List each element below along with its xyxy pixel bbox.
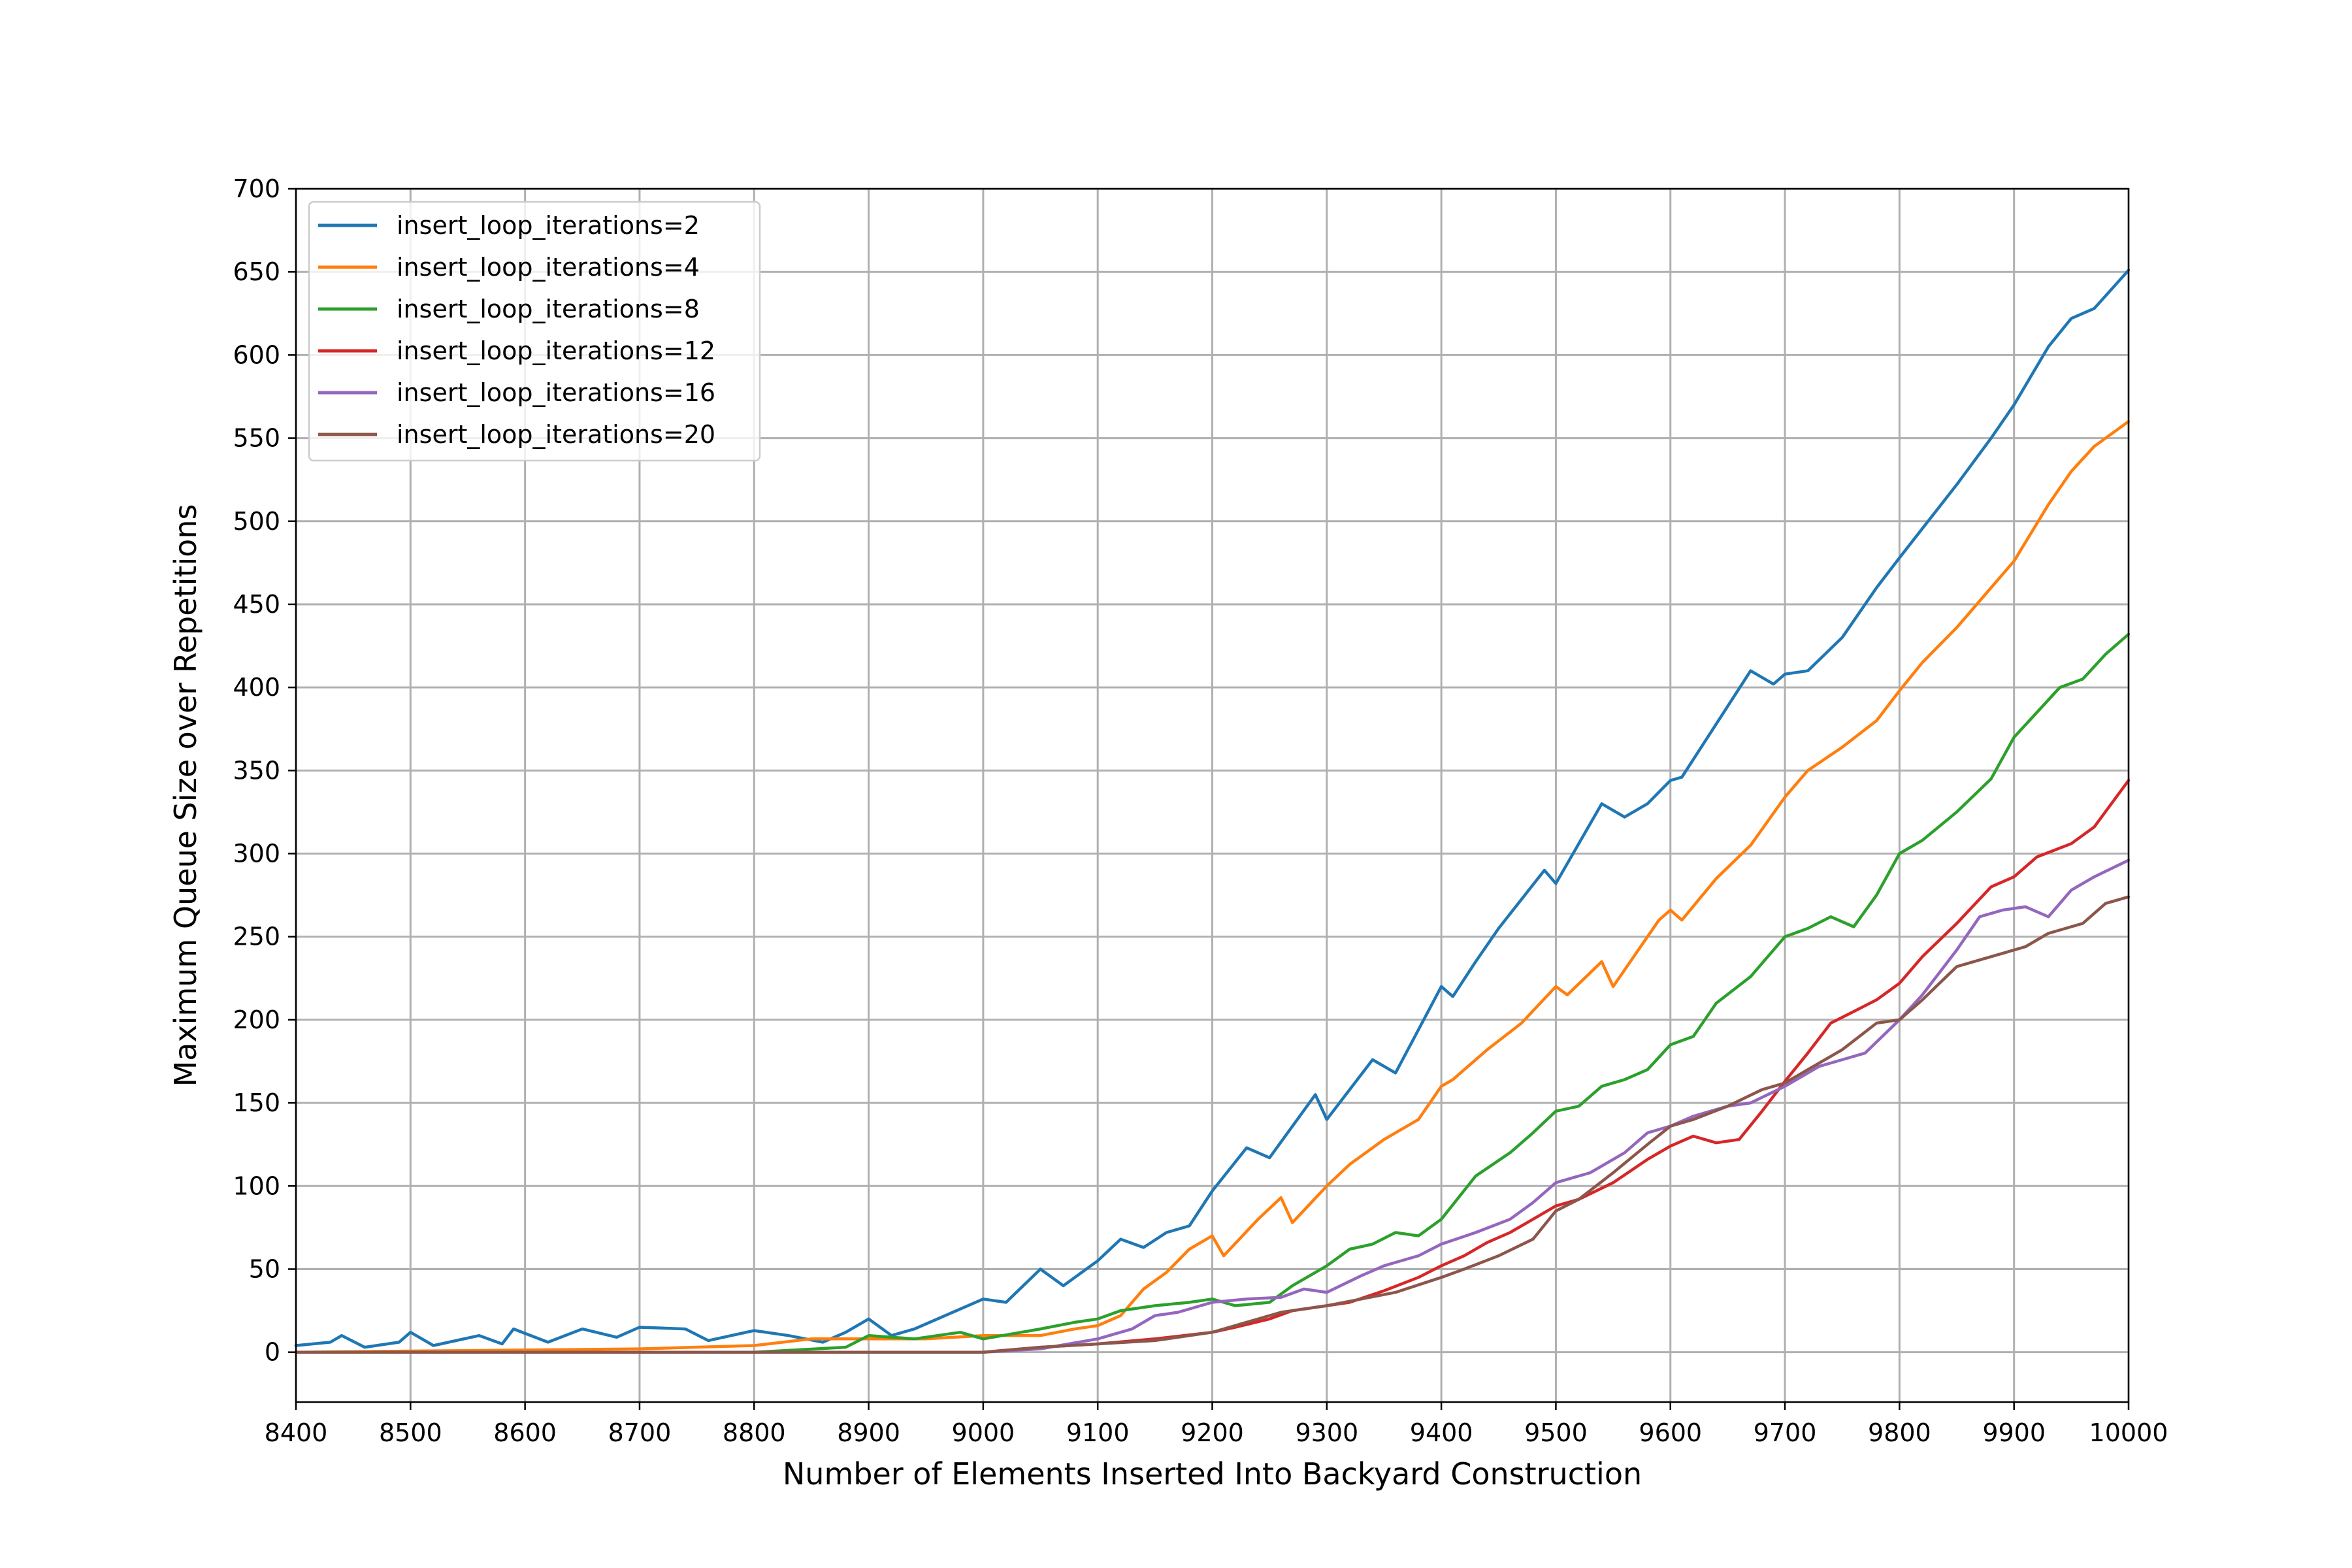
y-axis-label: Maximum Queue Size over Repetitions bbox=[168, 504, 203, 1087]
legend-label: insert_loop_iterations=20 bbox=[397, 420, 715, 449]
y-tick-label: 350 bbox=[233, 756, 280, 785]
legend: insert_loop_iterations=2 insert_loop_iter… bbox=[308, 201, 761, 462]
series-line-3 bbox=[294, 632, 2131, 1354]
series-line-5 bbox=[294, 858, 2131, 1354]
x-axis-label: Number of Elements Inserted Into Backyar… bbox=[783, 1456, 1642, 1492]
y-tick-label: 0 bbox=[265, 1338, 280, 1367]
legend-label: insert_loop_iterations=16 bbox=[397, 378, 715, 407]
x-tick-label: 8900 bbox=[837, 1418, 900, 1447]
y-tick-label: 50 bbox=[249, 1254, 280, 1283]
x-tick-label: 9700 bbox=[1754, 1418, 1817, 1447]
x-tick-label: 8400 bbox=[265, 1418, 328, 1447]
y-tick-label: 200 bbox=[233, 1005, 280, 1034]
x-axis-ticks: 8400 8500 8600 8700 8800 8900 9000 9100 9200 9300… bbox=[265, 1402, 2168, 1447]
y-tick-label: 500 bbox=[233, 507, 280, 536]
series-lines bbox=[294, 269, 2131, 1354]
x-tick-label: 10000 bbox=[2089, 1418, 2168, 1447]
y-tick-label: 450 bbox=[233, 590, 280, 619]
y-tick-label: 400 bbox=[233, 673, 280, 702]
legend-label: insert_loop_iterations=2 bbox=[397, 211, 700, 240]
x-tick-label: 9200 bbox=[1181, 1418, 1244, 1447]
x-tick-label: 8800 bbox=[723, 1418, 786, 1447]
y-tick-label: 250 bbox=[233, 923, 280, 951]
x-tick-label: 9400 bbox=[1410, 1418, 1473, 1447]
legend-label: insert_loop_iterations=4 bbox=[397, 253, 700, 282]
x-tick-label: 9800 bbox=[1868, 1418, 1931, 1447]
x-tick-label: 9900 bbox=[1982, 1418, 2046, 1447]
series-line-4 bbox=[294, 779, 2131, 1354]
x-tick-label: 9000 bbox=[952, 1418, 1015, 1447]
legend-box bbox=[308, 201, 761, 462]
x-tick-label: 8500 bbox=[379, 1418, 442, 1447]
legend-label: insert_loop_iterations=12 bbox=[397, 336, 715, 365]
y-tick-label: 100 bbox=[233, 1171, 280, 1200]
y-tick-label: 700 bbox=[233, 174, 280, 203]
y-tick-label: 300 bbox=[233, 840, 280, 868]
x-tick-label: 8700 bbox=[608, 1418, 672, 1447]
series-line-2 bbox=[294, 419, 2131, 1354]
x-tick-label: 9500 bbox=[1524, 1418, 1588, 1447]
y-tick-label: 550 bbox=[233, 424, 280, 453]
y-axis-ticks: 0 50 100 150 200 250 300 350 400 450 500 550 600 650 7… bbox=[233, 174, 296, 1367]
x-tick-label: 9100 bbox=[1066, 1418, 1130, 1447]
y-tick-label: 650 bbox=[233, 257, 280, 286]
series-line-1 bbox=[294, 269, 2131, 1349]
y-tick-label: 600 bbox=[233, 340, 280, 369]
x-tick-label: 9300 bbox=[1295, 1418, 1358, 1447]
series-line-6 bbox=[294, 895, 2131, 1354]
x-tick-label: 8600 bbox=[493, 1418, 557, 1447]
grid-lines bbox=[295, 188, 2130, 1402]
x-tick-label: 9600 bbox=[1639, 1418, 1702, 1447]
y-tick-label: 150 bbox=[233, 1088, 280, 1117]
legend-label: insert_loop_iterations=8 bbox=[397, 295, 700, 323]
